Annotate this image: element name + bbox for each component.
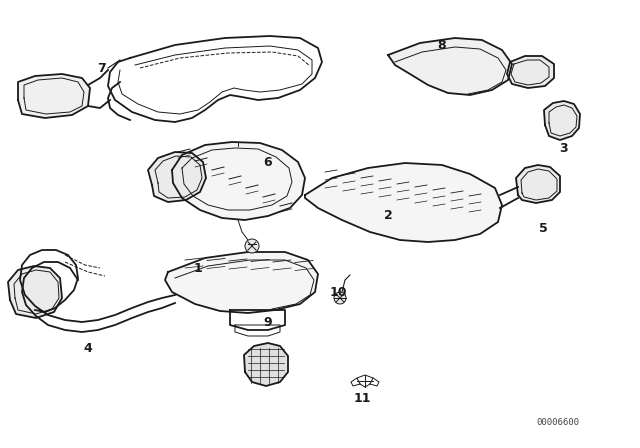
Polygon shape [305, 163, 502, 242]
Text: 4: 4 [84, 341, 92, 354]
Polygon shape [244, 343, 288, 386]
Text: 9: 9 [264, 315, 272, 328]
Text: 5: 5 [539, 221, 547, 234]
Text: 11: 11 [353, 392, 371, 405]
Circle shape [245, 239, 259, 253]
Text: 2: 2 [383, 208, 392, 221]
Polygon shape [18, 74, 90, 118]
Polygon shape [148, 152, 206, 202]
Text: 7: 7 [98, 61, 106, 74]
Polygon shape [8, 266, 62, 318]
Text: 1: 1 [194, 262, 202, 275]
Polygon shape [507, 56, 554, 88]
Text: 00006600: 00006600 [536, 418, 579, 426]
Circle shape [334, 292, 346, 304]
Polygon shape [544, 101, 580, 140]
Text: 8: 8 [438, 39, 446, 52]
Polygon shape [516, 165, 560, 203]
Polygon shape [172, 142, 305, 220]
Polygon shape [165, 252, 318, 313]
Polygon shape [388, 38, 512, 95]
Text: 10: 10 [329, 285, 347, 298]
Text: 6: 6 [264, 155, 272, 168]
Text: 3: 3 [559, 142, 567, 155]
